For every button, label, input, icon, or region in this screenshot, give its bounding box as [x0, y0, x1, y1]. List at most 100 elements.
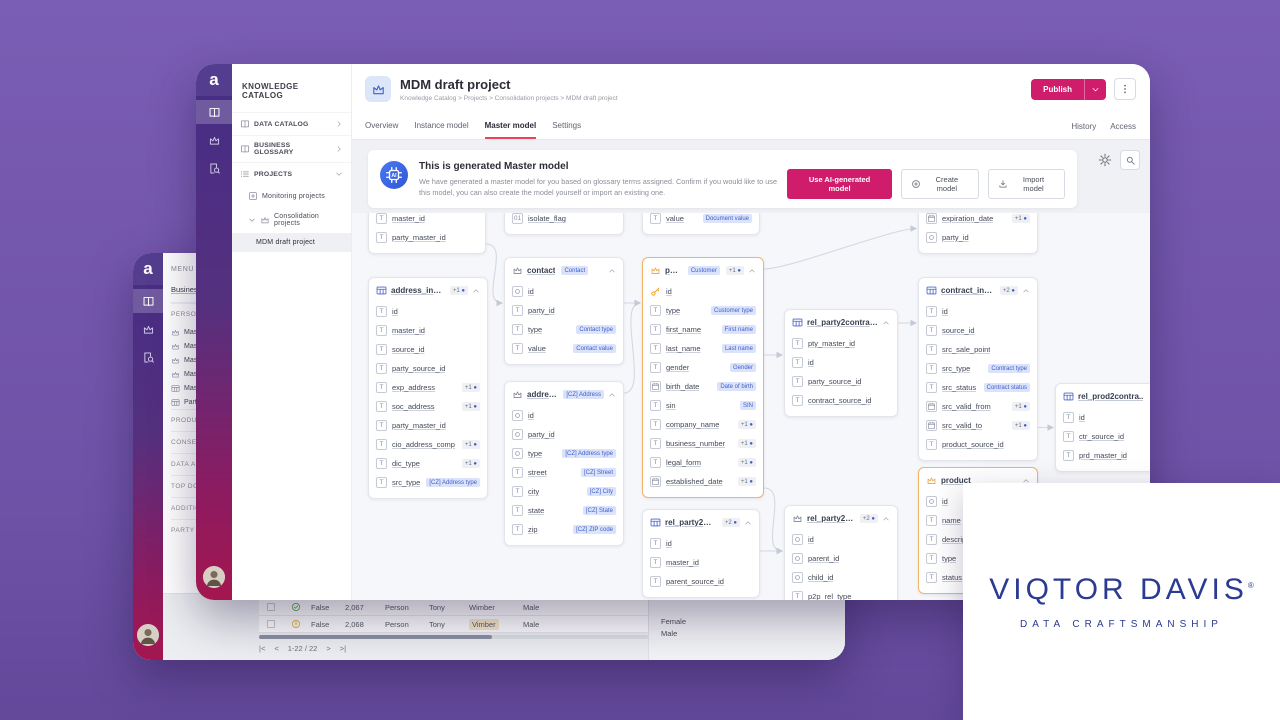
- horizontal-scrollbar[interactable]: [259, 635, 648, 639]
- field-row[interactable]: id: [512, 282, 616, 301]
- tab-master-model[interactable]: Master model: [484, 114, 537, 139]
- entity-name[interactable]: rel_party2contract_ins...: [807, 318, 878, 327]
- field-row[interactable]: party_id: [926, 228, 1030, 247]
- menu-item[interactable]: Mas: [171, 367, 298, 381]
- import-model-button[interactable]: Import model: [988, 169, 1066, 199]
- field-name[interactable]: state: [528, 506, 545, 515]
- field-name[interactable]: src_sale_point: [942, 345, 991, 354]
- chevron-down-icon[interactable]: [335, 170, 343, 178]
- field-name[interactable]: sin: [666, 401, 676, 410]
- field-term-badge[interactable]: Date of birth: [717, 382, 756, 391]
- menu-item[interactable]: Mas: [171, 381, 298, 395]
- rail-discovery-icon[interactable]: [196, 156, 232, 180]
- field-name[interactable]: business_number: [666, 439, 726, 448]
- field-name[interactable]: isolate_flag: [528, 214, 566, 223]
- field-term-badge[interactable]: Contact type: [576, 325, 616, 334]
- field-name[interactable]: ctr_source_id: [1079, 432, 1125, 441]
- row-checkbox[interactable]: [267, 603, 275, 611]
- chevron-right-icon[interactable]: [335, 145, 343, 153]
- entity-name[interactable]: rel_party2party_...: [665, 518, 716, 527]
- field-name[interactable]: value: [528, 344, 546, 353]
- tab-instance-model[interactable]: Instance model: [414, 121, 469, 130]
- entity-address[interactable]: address [CZ] Address id party_id type [CZ] Ad…: [504, 381, 624, 546]
- field-name[interactable]: party_source_id: [392, 364, 446, 373]
- more-actions-button[interactable]: [1114, 78, 1136, 100]
- field-row[interactable]: src_valid_to +1 ●: [926, 416, 1030, 435]
- entity-term-badge[interactable]: Customer: [687, 266, 720, 275]
- entity-header[interactable]: rel_party2contract_ins...: [785, 310, 897, 333]
- field-name[interactable]: type: [666, 306, 681, 315]
- field-term-badge[interactable]: Contract type: [988, 364, 1030, 373]
- collapse-chevron-icon[interactable]: [882, 515, 890, 523]
- field-name[interactable]: soc_address: [392, 402, 435, 411]
- field-row[interactable]: id: [512, 406, 616, 425]
- field-count-badge[interactable]: +1 ●: [1011, 214, 1030, 223]
- field-name[interactable]: id: [942, 497, 948, 506]
- entity-header[interactable]: contract_instan.. +2 ●: [919, 278, 1037, 301]
- field-name[interactable]: id: [942, 307, 948, 316]
- chevron-down-icon[interactable]: [248, 216, 256, 224]
- field-row[interactable]: party_id: [512, 425, 616, 444]
- field-name[interactable]: contract_source_id: [808, 396, 872, 405]
- field-term-badge[interactable]: [CZ] Address type: [426, 478, 480, 487]
- collapse-chevron-icon[interactable]: [1022, 477, 1030, 485]
- field-name[interactable]: party_source_id: [808, 377, 862, 386]
- field-count-badge[interactable]: +1 ●: [737, 420, 756, 429]
- field-name[interactable]: last_name: [666, 344, 701, 353]
- field-row[interactable]: child_id: [792, 568, 890, 587]
- field-count-badge[interactable]: +1 ●: [461, 459, 480, 468]
- field-name[interactable]: established_date: [666, 477, 723, 486]
- field-name[interactable]: party_id: [942, 233, 969, 242]
- rail-mdm-icon[interactable]: [133, 317, 163, 341]
- pager-next[interactable]: >: [326, 644, 331, 653]
- field-name[interactable]: party_master_id: [392, 233, 446, 242]
- field-count-badge[interactable]: +1 ●: [461, 402, 480, 411]
- field-row[interactable]: 01 isolate_flag: [512, 213, 616, 228]
- entity-header[interactable]: product: [919, 468, 1037, 491]
- collapse-chevron-icon[interactable]: [744, 519, 752, 527]
- entity-header[interactable]: address [CZ] Address: [505, 382, 623, 405]
- collapse-chevron-icon[interactable]: [608, 391, 616, 399]
- entity-header[interactable]: rel_party2party +2 ●: [785, 506, 897, 529]
- field-count-badge[interactable]: +1 ●: [1011, 402, 1030, 411]
- sidebar-item-mdm-draft-project[interactable]: MDM draft project: [232, 233, 351, 252]
- field-term-badge[interactable]: SIN: [739, 401, 756, 410]
- menu-item[interactable]: Mas: [171, 353, 298, 367]
- table-row[interactable]: False 2,067 Person Tony Wimber Male: [259, 599, 648, 616]
- entity-name[interactable]: rel_prod2contra..: [1078, 392, 1144, 401]
- field-name[interactable]: id: [528, 411, 534, 420]
- chevron-right-icon[interactable]: [335, 120, 343, 128]
- entity-header[interactable]: address_instance +1 ●: [369, 278, 487, 301]
- field-name[interactable]: id: [666, 287, 672, 296]
- field-name[interactable]: id: [666, 539, 672, 548]
- field-row[interactable]: established_date +1 ●: [650, 472, 756, 491]
- entity-count-badge[interactable]: +2 ●: [721, 518, 740, 527]
- field-count-badge[interactable]: +1 ●: [1011, 421, 1030, 430]
- tab-settings[interactable]: Settings: [552, 121, 582, 130]
